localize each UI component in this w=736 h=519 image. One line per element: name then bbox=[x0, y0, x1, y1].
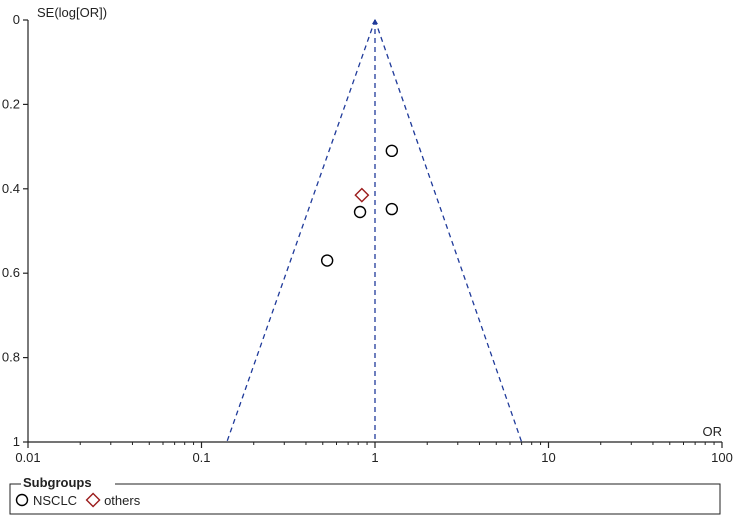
legend-box bbox=[9, 483, 721, 515]
funnel-lines bbox=[226, 19, 523, 443]
data-points bbox=[320, 144, 399, 267]
legend-circle-icon bbox=[15, 493, 29, 507]
funnel-lower-limit-line bbox=[226, 19, 376, 443]
y-tick-label: 0.2 bbox=[2, 96, 20, 111]
legend-title: Subgroups bbox=[23, 475, 92, 490]
x-tick-label: 0.1 bbox=[192, 450, 210, 465]
y-tick-label: 0 bbox=[13, 12, 20, 27]
y-axis-ticks: 0 0.2 0.4 0.6 0.8 1 bbox=[2, 12, 28, 449]
funnel-upper-limit-line bbox=[374, 19, 523, 443]
study-point-diamond bbox=[354, 187, 370, 203]
study-point-circle bbox=[353, 205, 367, 219]
legend-title-background bbox=[21, 476, 115, 490]
study-point-circle bbox=[385, 202, 399, 216]
study-point-circle bbox=[320, 254, 334, 267]
x-axis-ticks: 0.01 0.1 1 10 100 bbox=[15, 442, 733, 465]
x-tick-label: 1 bbox=[371, 450, 378, 465]
x-tick-label: 0.01 bbox=[15, 450, 40, 465]
y-axis-label: SE(log[OR]) bbox=[37, 5, 107, 20]
y-tick-label: 0.6 bbox=[2, 265, 20, 280]
x-tick-label: 100 bbox=[711, 450, 733, 465]
legend-entry-label: NSCLC bbox=[33, 493, 77, 508]
legend: Subgroups NSCLC others bbox=[9, 475, 721, 515]
y-tick-label: 0.8 bbox=[2, 350, 20, 365]
legend-diamond-icon bbox=[85, 492, 101, 508]
x-tick-label: 10 bbox=[541, 450, 555, 465]
legend-entries: NSCLC others bbox=[15, 492, 141, 508]
legend-entry-label: others bbox=[104, 493, 141, 508]
x-axis-label: OR bbox=[703, 424, 723, 439]
funnel-apex-marker bbox=[372, 19, 378, 24]
y-tick-label: 0.4 bbox=[2, 181, 20, 196]
y-tick-label: 1 bbox=[13, 434, 20, 449]
study-point-circle bbox=[385, 144, 399, 158]
